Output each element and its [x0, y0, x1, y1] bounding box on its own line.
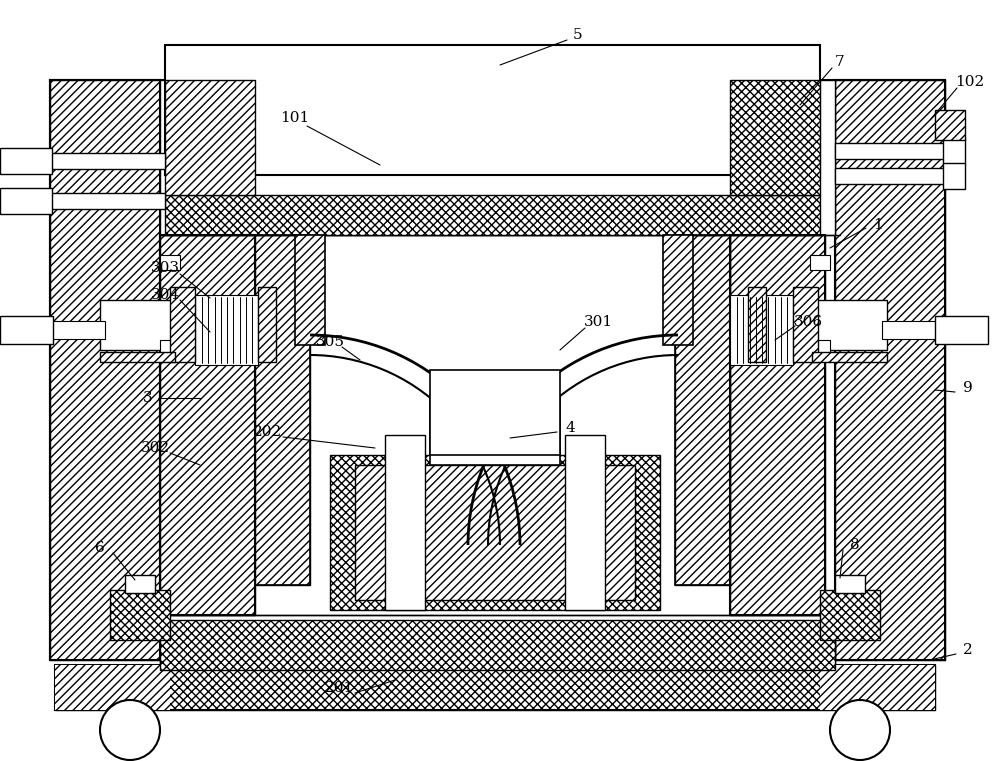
Bar — [160, 235, 255, 615]
Text: 8: 8 — [850, 538, 860, 552]
Bar — [385, 435, 425, 610]
Bar — [835, 143, 947, 159]
Text: 301: 301 — [583, 315, 613, 329]
Bar — [935, 110, 965, 140]
Text: 201: 201 — [325, 681, 355, 695]
Text: 101: 101 — [280, 111, 310, 125]
Bar — [195, 295, 258, 365]
Bar — [100, 300, 175, 350]
Bar — [565, 435, 605, 610]
Bar — [258, 287, 276, 362]
Bar — [835, 80, 945, 660]
Bar — [820, 665, 935, 710]
Bar — [0, 188, 52, 214]
Text: 5: 5 — [573, 28, 583, 42]
Bar — [110, 590, 170, 640]
Circle shape — [100, 700, 160, 760]
Text: 3: 3 — [143, 391, 153, 405]
Bar — [160, 615, 835, 665]
Circle shape — [830, 700, 890, 760]
Bar — [50, 193, 165, 209]
Bar — [810, 255, 830, 270]
Bar — [160, 80, 835, 235]
Bar — [0, 148, 52, 174]
Bar — [943, 138, 965, 164]
Text: 202: 202 — [253, 425, 283, 439]
Bar — [730, 295, 793, 365]
Bar — [835, 575, 865, 593]
Text: 7: 7 — [835, 55, 845, 69]
Text: 9: 9 — [963, 381, 973, 395]
Bar — [810, 340, 830, 355]
Bar — [125, 575, 155, 593]
Bar — [165, 80, 255, 195]
Bar — [55, 665, 935, 710]
Bar — [730, 80, 820, 195]
Bar — [355, 465, 635, 600]
Bar — [50, 80, 160, 660]
Bar — [730, 235, 825, 615]
Text: 102: 102 — [955, 75, 985, 89]
Bar — [793, 287, 818, 362]
Bar — [295, 235, 325, 345]
Text: 302: 302 — [140, 441, 170, 455]
Text: 6: 6 — [95, 541, 105, 555]
Bar — [943, 163, 965, 189]
Bar — [430, 370, 560, 455]
Bar — [0, 316, 53, 344]
Bar — [748, 287, 766, 362]
Bar — [675, 235, 730, 585]
Bar — [820, 590, 880, 640]
Bar — [330, 455, 660, 610]
Text: 1: 1 — [873, 218, 883, 232]
Bar — [730, 235, 825, 615]
Text: 2: 2 — [963, 643, 973, 657]
Bar — [160, 235, 255, 615]
Bar — [160, 620, 835, 670]
Bar — [170, 287, 195, 362]
Bar — [50, 153, 165, 169]
Text: 304: 304 — [150, 288, 180, 302]
Bar — [50, 321, 105, 339]
Bar — [50, 80, 160, 660]
Bar — [835, 168, 947, 184]
Bar — [50, 80, 945, 660]
Bar — [255, 235, 310, 585]
Bar — [935, 316, 988, 344]
Text: 305: 305 — [316, 335, 344, 349]
Bar — [100, 352, 175, 362]
Bar — [160, 340, 180, 355]
Bar — [675, 235, 730, 585]
Bar — [812, 352, 887, 362]
Bar — [663, 235, 693, 345]
Bar — [835, 80, 945, 660]
Bar — [160, 255, 180, 270]
Bar — [882, 321, 942, 339]
Bar — [812, 300, 887, 350]
Bar — [165, 45, 820, 175]
Bar — [430, 395, 560, 465]
Bar — [165, 195, 820, 235]
Text: 4: 4 — [565, 421, 575, 435]
Text: 303: 303 — [150, 261, 180, 275]
Text: 306: 306 — [793, 315, 823, 329]
Bar — [55, 665, 935, 710]
Bar — [255, 235, 310, 585]
Bar — [55, 665, 170, 710]
